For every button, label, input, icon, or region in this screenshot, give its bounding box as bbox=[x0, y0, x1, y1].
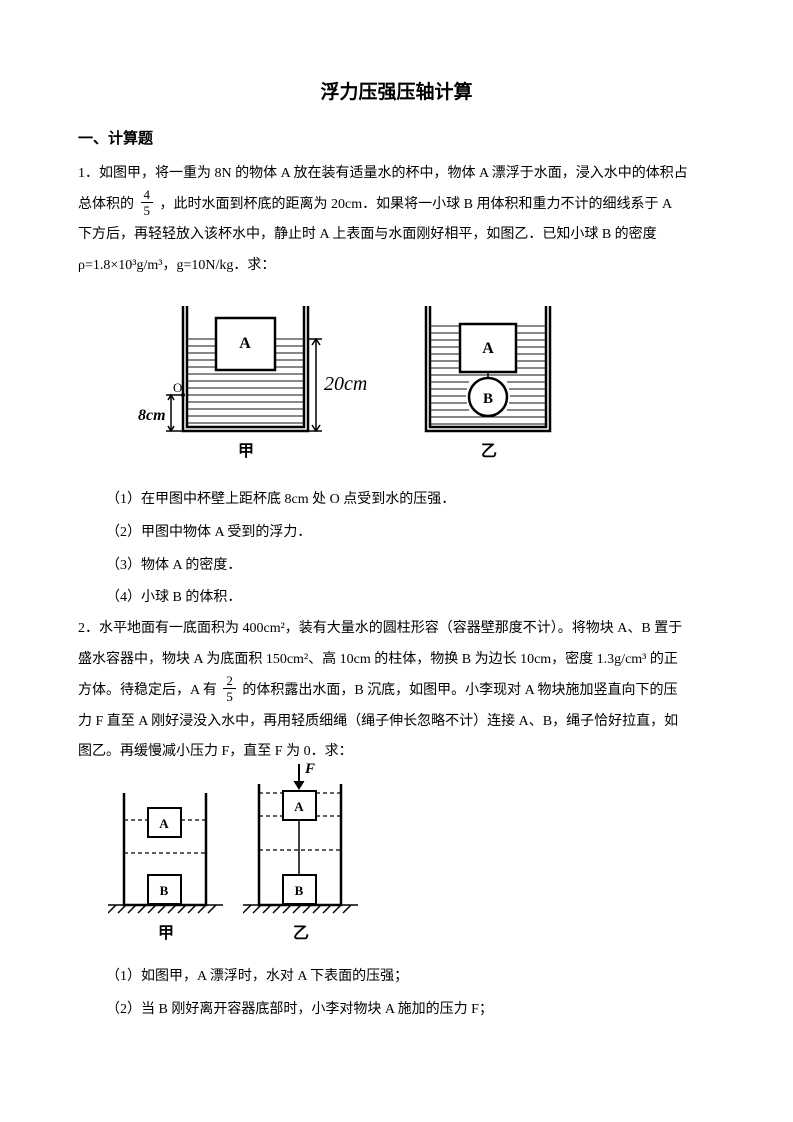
q1-text-1b-wrap: 总体积的 4 5 ，此时水面到杯底的距离为 20cm．如果将一小球 B 用体积和… bbox=[78, 190, 715, 221]
q2-text-5: 图乙。再缓慢减小压力 F，直至 F 为 0．求： bbox=[78, 737, 715, 768]
q1-sub2: （2）甲图中物体 A 受到的浮力． bbox=[78, 518, 715, 549]
svg-text:O: O bbox=[173, 380, 182, 395]
q2-fraction: 2 5 bbox=[223, 674, 236, 703]
q1-figure-jia: A 20cm O 8cm 甲 bbox=[138, 296, 368, 471]
q1-fraction: 4 5 bbox=[141, 188, 154, 217]
svg-text:B: B bbox=[483, 391, 493, 407]
q2-text-4: 力 F 直至 A 刚好浸没入水中，再用轻质细绳（绳子伸长忽略不计）连接 A、B，… bbox=[78, 707, 715, 738]
q1-text-3: ρ=1.8×10³g/m³，g=10N/kg．求： bbox=[78, 251, 715, 282]
svg-text:B: B bbox=[295, 883, 304, 898]
q2-text-1: 2．水平地面有一底面积为 400cm²，装有大量水的圆柱形容（容器壁那度不计）。… bbox=[78, 614, 715, 645]
q1-text-1b: 总体积的 bbox=[78, 197, 134, 212]
svg-text:甲: 甲 bbox=[238, 442, 254, 460]
page-title: 浮力压强压轴计算 bbox=[78, 72, 715, 114]
svg-text:乙: 乙 bbox=[481, 443, 497, 460]
svg-text:A: A bbox=[239, 335, 251, 352]
section-header: 一、计算题 bbox=[78, 122, 715, 155]
q1-text-1c: ，此时水面到杯底的距离为 20cm．如果将一小球 B 用体积和重力不计的细线系于… bbox=[160, 197, 673, 212]
svg-text:F: F bbox=[304, 761, 315, 777]
q2-figure-jia: A B 甲 bbox=[108, 778, 223, 948]
svg-text:A: A bbox=[159, 816, 169, 831]
q2-text-2: 盛水容器中，物块 A 为底面积 150cm²、高 10cm 的柱体，物换 B 为… bbox=[78, 645, 715, 676]
q1-sub4: （4）小球 B 的体积． bbox=[78, 583, 715, 614]
q1-frac-den: 5 bbox=[141, 203, 154, 217]
q2-sub2: （2）当 B 刚好离开容器底部时，小李对物块 A 施加的压力 F； bbox=[78, 995, 715, 1026]
q1-figure-yi: A B 乙 bbox=[408, 296, 568, 471]
svg-text:20cm: 20cm bbox=[324, 373, 367, 395]
svg-text:B: B bbox=[160, 883, 169, 898]
svg-text:甲: 甲 bbox=[158, 924, 174, 942]
q1-figure-row: A 20cm O 8cm 甲 bbox=[138, 296, 715, 471]
svg-text:乙: 乙 bbox=[293, 925, 309, 942]
q2-frac-num: 2 bbox=[223, 674, 236, 689]
svg-text:8cm: 8cm bbox=[138, 407, 166, 424]
q1-text-1a: 1．如图甲，将一重为 8N 的物体 A 放在装有适量水的杯中，物体 A 漂浮于水… bbox=[78, 159, 715, 190]
svg-text:A: A bbox=[482, 340, 494, 357]
q2-text-3a: 方体。待稳定后，A 有 bbox=[78, 683, 217, 698]
svg-text:A: A bbox=[294, 799, 304, 814]
q2-figure-row: A B 甲 F bbox=[108, 778, 715, 948]
q1-text-2: 下方后，再轻轻放入该杯水中，静止时 A 上表面与水面刚好相平，如图乙．已知小球 … bbox=[78, 220, 715, 251]
q2-sub1: （1）如图甲，A 漂浮时，水对 A 下表面的压强； bbox=[78, 962, 715, 993]
q2-text-3b: 的体积露出水面，B 沉底，如图甲。小李现对 A 物块施加竖直向下的压 bbox=[242, 683, 677, 698]
q2-figure-yi: F A bbox=[243, 758, 358, 948]
q2-text-3-wrap: 方体。待稳定后，A 有 2 5 的体积露出水面，B 沉底，如图甲。小李现对 A … bbox=[78, 676, 715, 707]
q2-frac-den: 5 bbox=[223, 689, 236, 703]
q1-sub3: （3）物体 A 的密度． bbox=[78, 551, 715, 582]
q1-frac-num: 4 bbox=[141, 188, 154, 203]
q1-sub1: （1）在甲图中杯壁上距杯底 8cm 处 O 点受到水的压强． bbox=[78, 485, 715, 516]
